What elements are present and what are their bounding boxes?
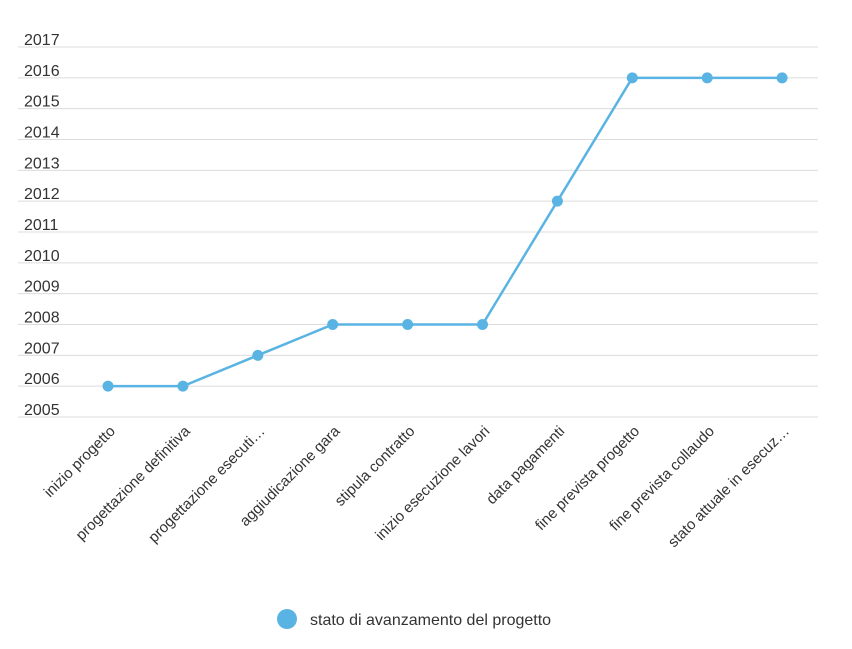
gridlines [18,46,818,418]
y-axis-ticks: 2005 2006 2007 2008 2009 2010 2011 2012 2013 2014… [24,32,60,419]
series-lines [108,76,783,388]
data-point[interactable] [402,319,414,330]
data-point[interactable] [551,195,563,207]
y-tick-label: 2017 [24,32,60,49]
data-point[interactable] [252,349,264,361]
data-point[interactable] [327,319,339,330]
y-tick-label: 2015 [24,94,60,111]
y-tick-label: 2014 [24,125,60,142]
y-tick-label: 2006 [24,371,60,388]
y-tick-label: 2012 [24,186,60,203]
y-tick-label: 2005 [24,402,60,419]
y-tick-label: 2013 [24,155,60,172]
x-tick-label: stipula contratto [332,423,419,510]
legend-marker [277,609,297,629]
y-tick-label: 2016 [24,63,60,80]
data-point[interactable] [626,72,638,84]
data-point[interactable] [776,72,788,84]
data-point[interactable] [701,72,713,84]
series-line [108,76,783,388]
x-tick-label: data pagamenti [483,423,568,508]
data-point[interactable] [102,380,114,392]
x-tick-label: inizio progetto [41,423,119,501]
series-points [102,72,788,392]
legend-label: stato di avanzamento del progetto [310,612,551,629]
data-point[interactable] [177,380,189,392]
y-tick-label: 2008 [24,310,60,327]
y-tick-label: 2010 [24,248,60,265]
legend[interactable]: stato di avanzamento del progetto [277,609,551,629]
y-tick-label: 2011 [24,217,59,234]
data-point[interactable] [477,319,488,330]
x-tick-label: stato attuale in esecuz… [665,423,793,551]
y-tick-label: 2007 [24,340,60,357]
y-tick-label: 2009 [24,279,60,296]
